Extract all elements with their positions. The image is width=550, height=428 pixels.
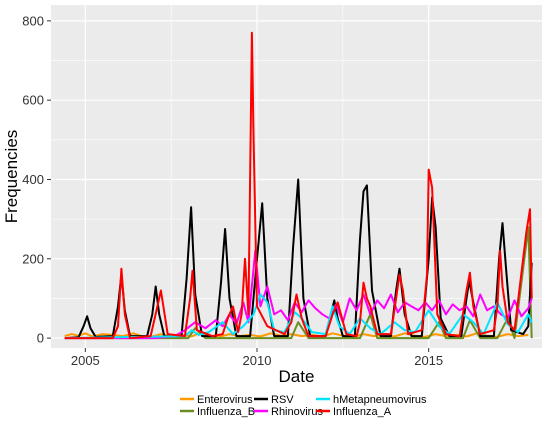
legend-label: Influenza_A (333, 406, 392, 418)
series-lines (64, 31, 533, 340)
x-tick-label: 2015 (414, 353, 443, 368)
legend-label: Influenza_B (197, 406, 255, 418)
series-line-influenza_b (64, 226, 533, 340)
series-line-hmetapneumovirus (64, 293, 533, 340)
plot-panel (51, 5, 542, 348)
y-tick-label: 800 (22, 13, 44, 28)
y-tick-label: 600 (22, 93, 44, 108)
series-line-enterovirus (64, 332, 529, 338)
y-tick-label: 0 (37, 331, 44, 346)
legend: Enterovirus RSV hMetapneumovirusInfluenza_… (180, 394, 427, 418)
legend-label: hMetapneumovirus (333, 394, 427, 406)
y-tick-label: 400 (22, 172, 44, 187)
x-tick-label: 2010 (243, 353, 272, 368)
axis-ticks: 0 200 400 600 800 2005 2010 2015 (22, 13, 443, 368)
legend-label: RSV (271, 394, 294, 406)
y-tick-label: 200 (22, 251, 44, 266)
legend-label: Rhinovirus (271, 406, 323, 418)
x-axis-title: Date (279, 367, 315, 386)
series-line-influenza_a (64, 31, 533, 340)
x-tick-label: 2005 (71, 353, 100, 368)
y-axis-title: Frequencies (2, 130, 21, 224)
legend-label: Enterovirus (197, 394, 253, 406)
